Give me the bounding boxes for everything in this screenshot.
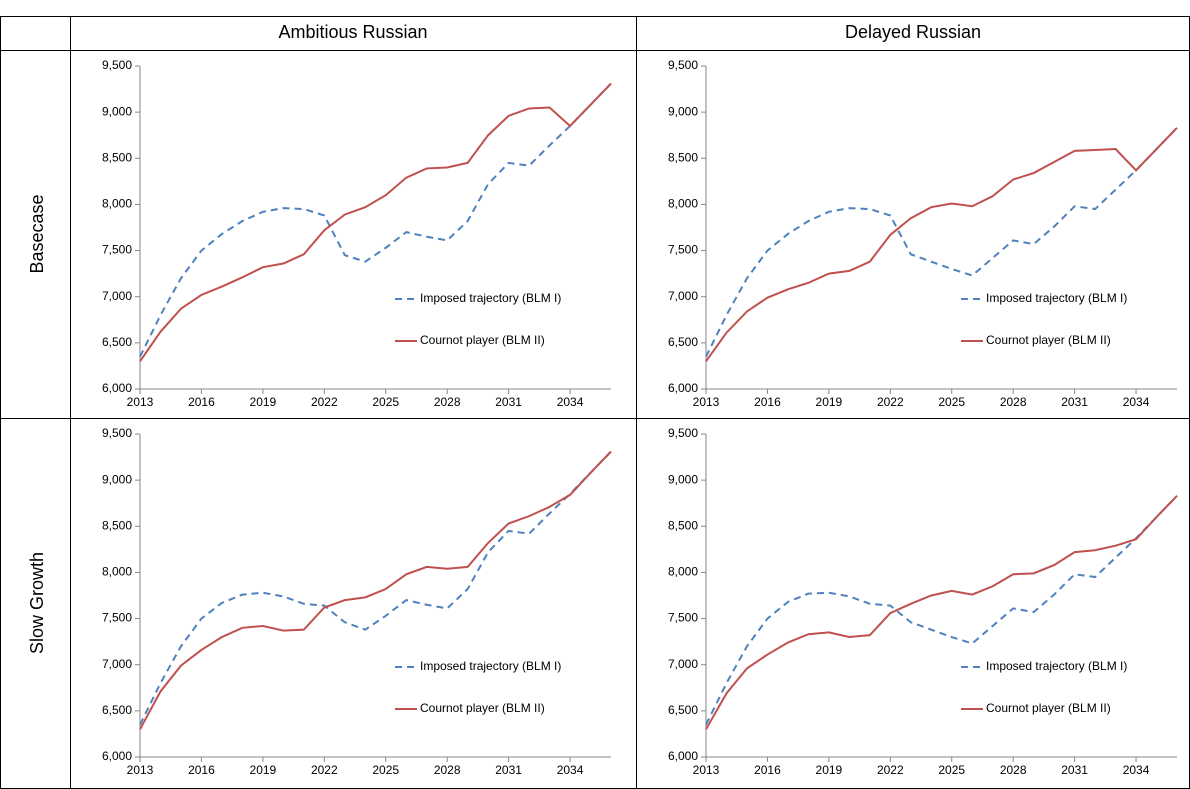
- legend-label: Cournot player (BLM II): [986, 333, 1111, 347]
- series-line: [139, 82, 612, 358]
- x-tick-label: 2013: [693, 763, 720, 777]
- x-tick-label: 2013: [127, 395, 154, 409]
- legend-label: Imposed trajectory (BLM I): [986, 659, 1127, 673]
- column-header: Delayed Russian: [845, 22, 981, 42]
- x-tick-label: 2016: [754, 763, 781, 777]
- x-tick-label: 2028: [434, 395, 461, 409]
- legend-label: Cournot player (BLM II): [420, 701, 545, 715]
- row-header: Slow Growth: [27, 552, 47, 654]
- x-tick-label: 2031: [495, 395, 522, 409]
- y-tick-label: 8,000: [102, 197, 132, 211]
- series-line: [705, 127, 1178, 362]
- legend-label: Cournot player (BLM II): [986, 701, 1111, 715]
- y-tick-label: 9,500: [102, 58, 132, 72]
- x-tick-label: 2013: [693, 395, 720, 409]
- x-tick-label: 2031: [1061, 763, 1088, 777]
- legend-label: Imposed trajectory (BLM I): [420, 291, 561, 305]
- y-tick-label: 8,000: [102, 565, 132, 579]
- y-tick-label: 6,500: [668, 703, 698, 717]
- x-tick-label: 2019: [250, 395, 277, 409]
- x-tick-label: 2019: [816, 763, 843, 777]
- column-header: Ambitious Russian: [278, 22, 427, 42]
- x-tick-label: 2031: [495, 763, 522, 777]
- x-tick-label: 2022: [311, 763, 338, 777]
- x-tick-label: 2022: [311, 395, 338, 409]
- series-line: [705, 495, 1178, 730]
- y-tick-label: 6,000: [102, 381, 132, 395]
- y-tick-label: 7,000: [668, 657, 698, 671]
- y-tick-label: 6,500: [102, 335, 132, 349]
- legend-label: Imposed trajectory (BLM I): [420, 659, 561, 673]
- x-tick-label: 2019: [250, 763, 277, 777]
- series-line: [139, 450, 612, 730]
- y-tick-label: 9,500: [102, 426, 132, 440]
- x-tick-label: 2031: [1061, 395, 1088, 409]
- x-tick-label: 2025: [938, 395, 965, 409]
- x-tick-label: 2034: [1123, 763, 1150, 777]
- x-tick-label: 2028: [1000, 395, 1027, 409]
- y-tick-label: 9,500: [668, 58, 698, 72]
- y-tick-label: 6,000: [668, 381, 698, 395]
- x-tick-label: 2022: [877, 763, 904, 777]
- x-tick-label: 2025: [372, 395, 399, 409]
- x-tick-label: 2028: [1000, 763, 1027, 777]
- y-tick-label: 9,000: [102, 104, 132, 118]
- y-tick-label: 6,000: [102, 749, 132, 763]
- y-tick-label: 7,500: [102, 243, 132, 257]
- x-tick-label: 2025: [372, 763, 399, 777]
- y-tick-label: 7,500: [102, 611, 132, 625]
- y-tick-label: 8,500: [668, 150, 698, 164]
- y-tick-label: 7,500: [668, 243, 698, 257]
- x-tick-label: 2013: [127, 763, 154, 777]
- y-tick-label: 7,000: [102, 657, 132, 671]
- y-tick-label: 9,000: [102, 472, 132, 486]
- row-header: Basecase: [27, 194, 47, 273]
- legend-label: Cournot player (BLM II): [420, 333, 545, 347]
- y-tick-label: 8,000: [668, 197, 698, 211]
- series-line: [705, 495, 1178, 726]
- y-tick-label: 6,500: [102, 703, 132, 717]
- x-tick-label: 2019: [816, 395, 843, 409]
- y-tick-label: 8,500: [102, 518, 132, 532]
- x-tick-label: 2016: [754, 395, 781, 409]
- y-tick-label: 8,500: [668, 518, 698, 532]
- series-line: [139, 82, 612, 362]
- x-tick-label: 2028: [434, 763, 461, 777]
- x-tick-label: 2034: [1123, 395, 1150, 409]
- x-tick-label: 2022: [877, 395, 904, 409]
- x-tick-label: 2034: [557, 763, 584, 777]
- x-tick-label: 2034: [557, 395, 584, 409]
- legend-label: Imposed trajectory (BLM I): [986, 291, 1127, 305]
- y-tick-label: 9,000: [668, 104, 698, 118]
- x-tick-label: 2016: [188, 763, 215, 777]
- y-tick-label: 6,500: [668, 335, 698, 349]
- series-line: [139, 450, 612, 726]
- y-tick-label: 9,000: [668, 472, 698, 486]
- y-tick-label: 7,500: [668, 611, 698, 625]
- y-tick-label: 8,000: [668, 565, 698, 579]
- x-tick-label: 2016: [188, 395, 215, 409]
- y-tick-label: 8,500: [102, 150, 132, 164]
- y-tick-label: 7,000: [668, 289, 698, 303]
- y-tick-label: 9,500: [668, 426, 698, 440]
- y-tick-label: 6,000: [668, 749, 698, 763]
- series-line: [705, 127, 1178, 358]
- x-tick-label: 2025: [938, 763, 965, 777]
- y-tick-label: 7,000: [102, 289, 132, 303]
